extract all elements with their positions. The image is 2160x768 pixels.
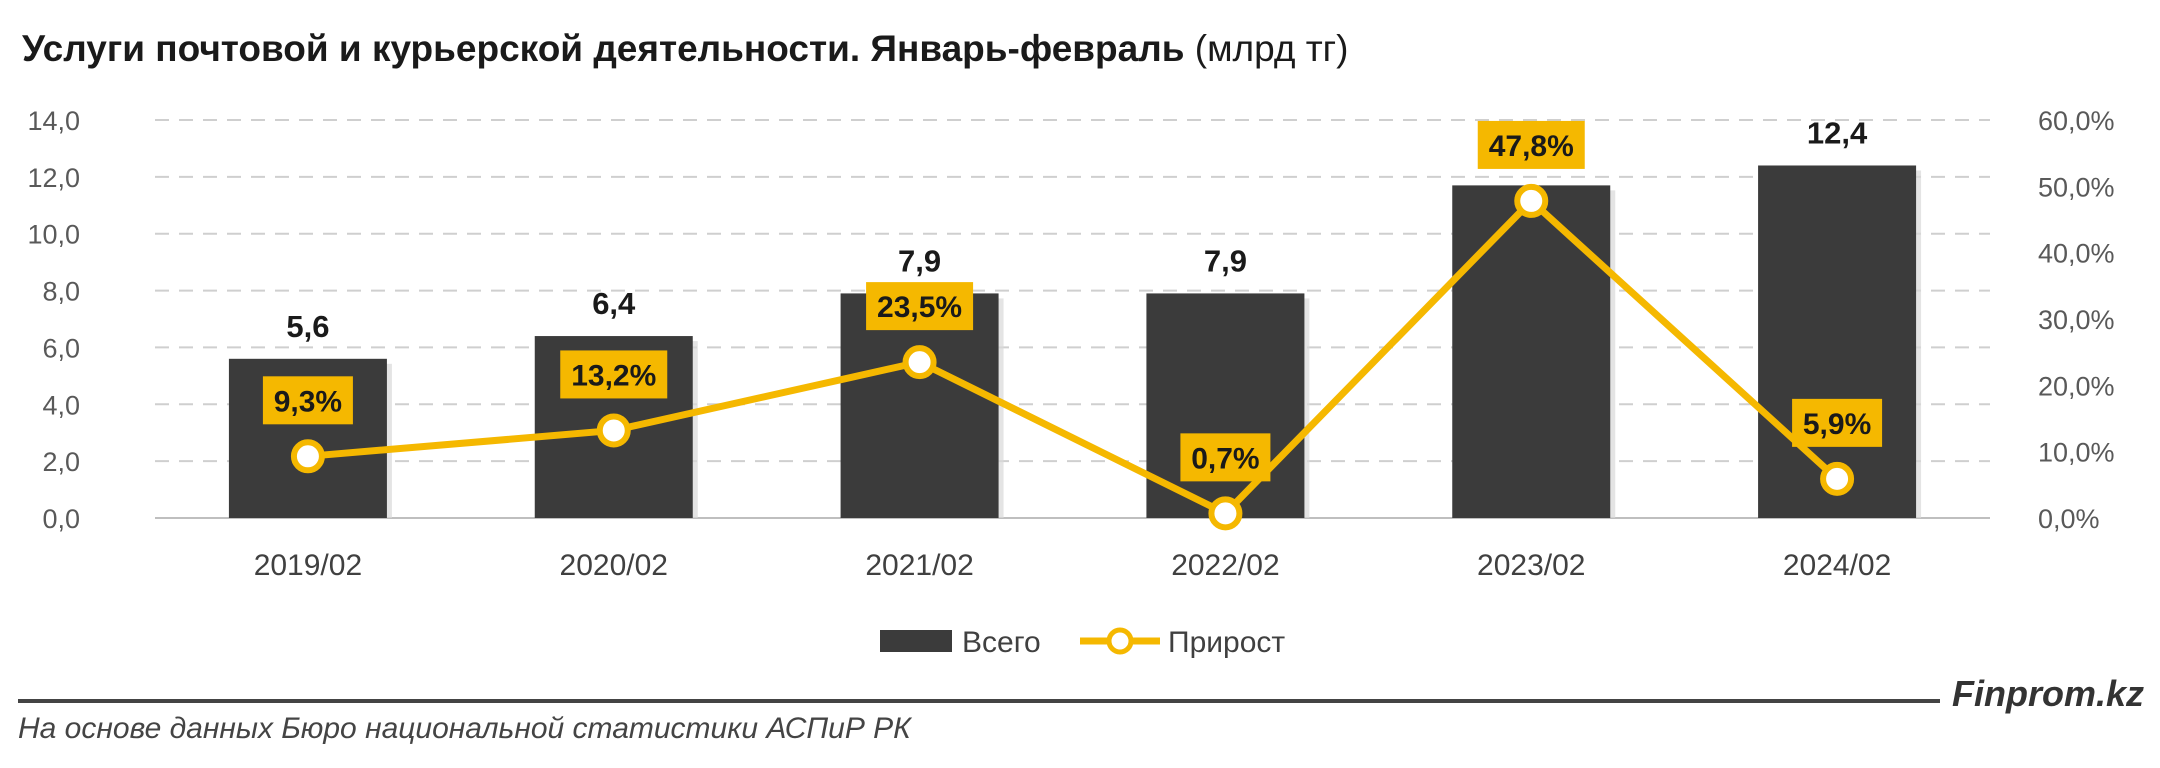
x-tick-label: 2019/02: [254, 549, 362, 582]
growth-marker: [596, 413, 631, 448]
right-tick-label: 0,0%: [2038, 504, 2100, 534]
growth-labels: 9,3% 13,2% 23,5% 0,7% 47,8% 5,9%: [262, 120, 1883, 482]
bar-value-label: 7,9: [1204, 243, 1247, 278]
chart-title-main: Услуги почтовой и курьерской деятельност…: [22, 28, 1185, 69]
growth-label-text: 47,8%: [1489, 130, 1574, 163]
legend-label-bar: Всего: [962, 626, 1041, 659]
left-tick-label: 6,0: [42, 333, 80, 363]
right-tick-label: 50,0%: [2038, 172, 2115, 202]
left-tick-label: 0,0: [42, 504, 80, 534]
x-tick-label: 2023/02: [1477, 549, 1585, 582]
chart-title-unit: (млрд тг): [1194, 28, 1349, 69]
growth-label-box: [866, 282, 974, 331]
growth-marker: [1820, 461, 1855, 496]
growth-label-box: [262, 376, 353, 425]
left-tick-label: 10,0: [27, 220, 80, 250]
x-tick-label: 2024/02: [1783, 549, 1891, 582]
left-tick-label: 4,0: [42, 390, 80, 420]
growth-label-box: [1477, 120, 1585, 169]
legend-swatch-bar: [880, 630, 952, 652]
growth-label-box: [560, 350, 668, 399]
combo-chart: 0,0 2,0 4,0 6,0 8,0 10,0 12,0 14,0 0,0% 10,0% 20,…: [27, 106, 2115, 659]
legend-swatch-marker: [1106, 627, 1134, 655]
x-tick-label: 2022/02: [1171, 549, 1279, 582]
left-tick-label: 8,0: [42, 277, 80, 307]
growth-label-box: [1180, 433, 1271, 482]
growth-value-label: 23,5%: [866, 282, 974, 331]
growth-label-text: 23,5%: [877, 291, 962, 324]
bars: [228, 165, 1922, 518]
right-tick-label: 20,0%: [2038, 371, 2115, 401]
bar-labels: 5,66,47,97,911,712,4: [286, 115, 1868, 343]
x-axis: 2019/02 2020/02 2021/02 2022/02 2023/02 2024/…: [254, 549, 1892, 582]
chart-title: Услуги почтовой и курьерской деятельност…: [22, 28, 1348, 70]
left-tick-label: 12,0: [27, 163, 80, 193]
left-tick-label: 14,0: [27, 106, 80, 136]
growth-value-label: 9,3%: [262, 376, 353, 425]
right-tick-label: 60,0%: [2038, 106, 2115, 136]
gridlines: [155, 119, 1990, 519]
bar: [840, 293, 999, 518]
growth-value-label: 5,9%: [1792, 398, 1883, 447]
growth-marker: [290, 439, 325, 474]
growth-marker: [902, 345, 937, 380]
growth-polyline: [307, 197, 1840, 517]
legend: Всего Прирост: [880, 626, 1285, 659]
footer-divider: [18, 699, 1940, 703]
x-tick-label: 2021/02: [865, 549, 973, 582]
growth-value-label: 13,2%: [560, 350, 668, 399]
growth-value-label: 0,7%: [1180, 433, 1271, 482]
growth-marker: [1514, 183, 1549, 218]
growth-label-text: 9,3%: [274, 385, 342, 418]
growth-label-box: [1792, 398, 1883, 447]
growth-marker: [1208, 496, 1243, 531]
growth-line: [290, 183, 1855, 531]
bar-value-label: 7,9: [898, 243, 941, 278]
bar-value-label: 6,4: [592, 286, 636, 321]
left-axis: 0,0 2,0 4,0 6,0 8,0 10,0 12,0 14,0: [27, 106, 80, 534]
growth-label-text: 13,2%: [571, 359, 656, 392]
growth-value-label: 47,8%: [1477, 120, 1585, 169]
source-note: На основе данных Бюро национальной стати…: [18, 712, 911, 745]
right-axis: 0,0% 10,0% 20,0% 30,0% 40,0% 50,0% 60,0%: [2038, 106, 2115, 534]
right-tick-label: 40,0%: [2038, 239, 2115, 269]
legend-label-line: Прирост: [1168, 626, 1285, 659]
growth-label-text: 0,7%: [1191, 442, 1259, 475]
bar: [1758, 165, 1917, 518]
bar-value-label: 12,4: [1807, 115, 1868, 150]
x-tick-label: 2020/02: [560, 549, 668, 582]
right-tick-label: 10,0%: [2038, 438, 2115, 468]
right-tick-label: 30,0%: [2038, 305, 2115, 335]
left-tick-label: 2,0: [42, 447, 80, 477]
bar-value-label: 5,6: [286, 309, 329, 344]
growth-label-text: 5,9%: [1803, 408, 1871, 441]
bar: [1452, 185, 1611, 518]
brand-logo-text: Finprom.kz: [1951, 673, 2144, 714]
